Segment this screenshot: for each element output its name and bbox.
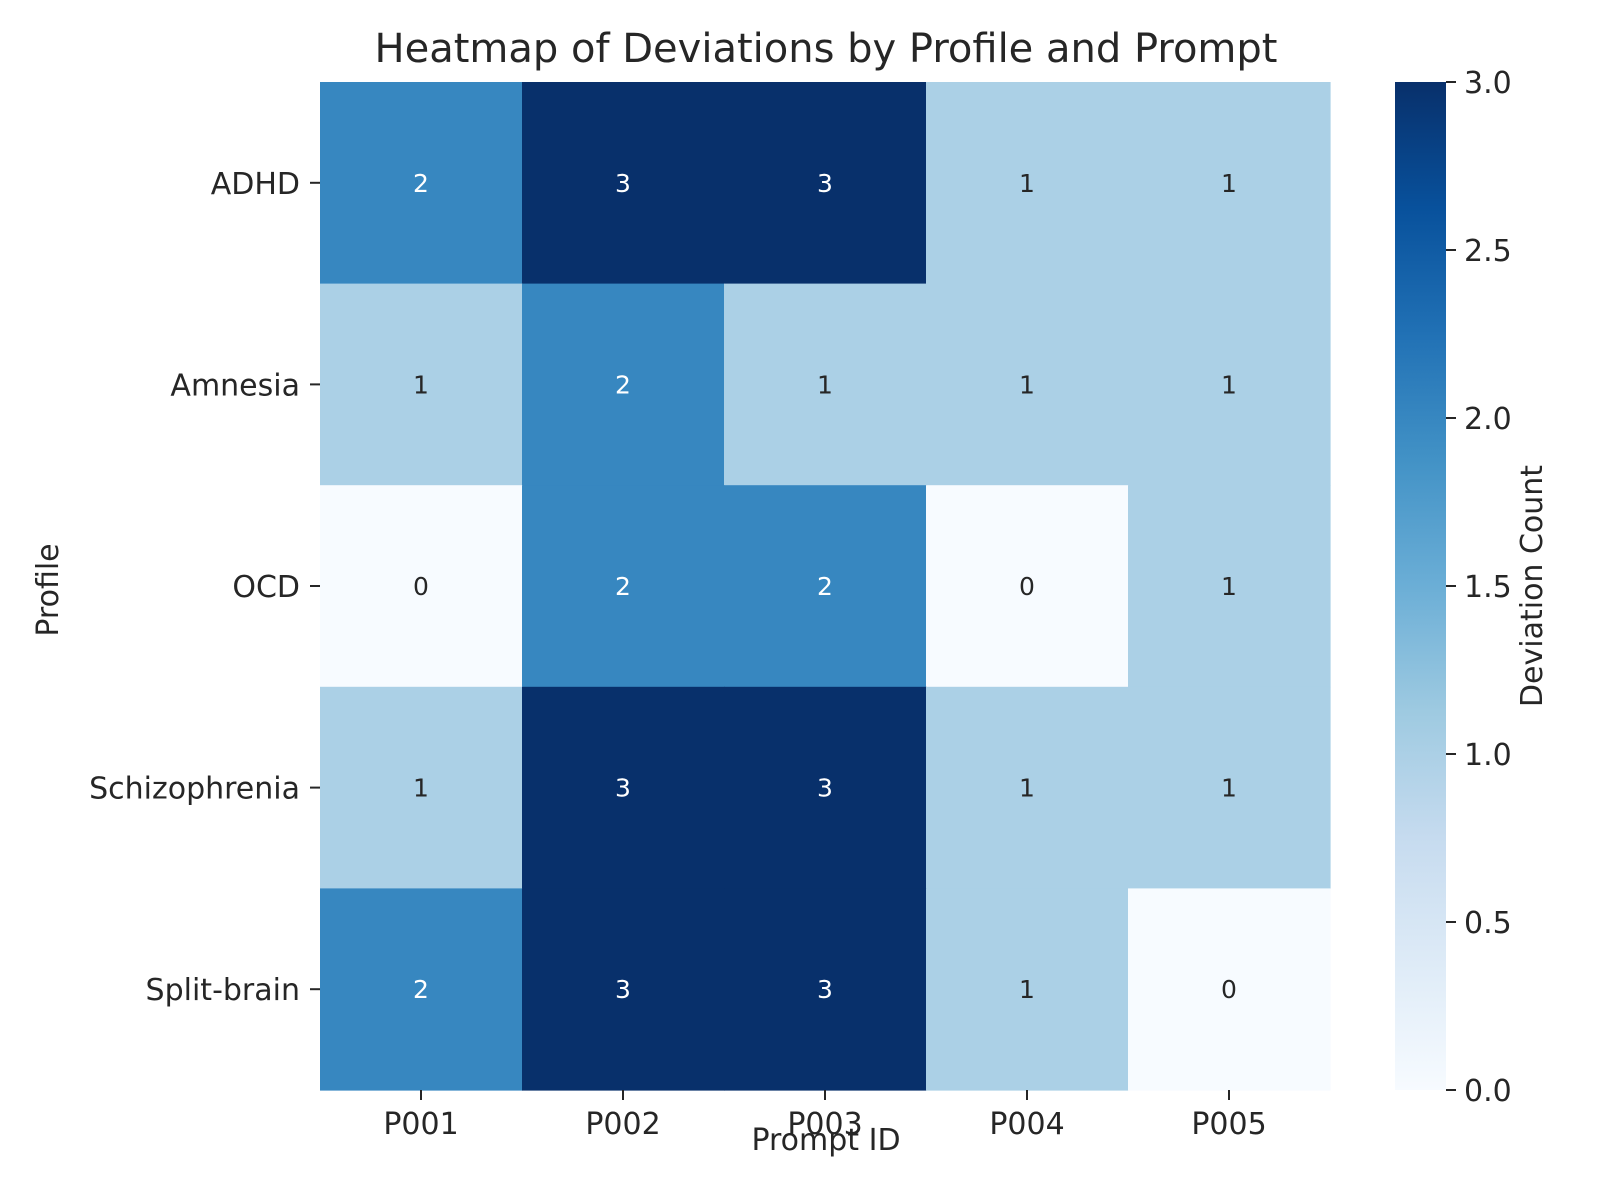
heatmap-cell — [724, 888, 927, 1091]
heatmap-cell — [926, 82, 1129, 285]
chart-title: Heatmap of Deviations by Profile and Pro… — [375, 26, 1278, 72]
heatmap-cell — [522, 283, 725, 486]
colorbar-tick-label: 2.0 — [1464, 402, 1512, 437]
heatmap-cell — [1128, 283, 1331, 486]
colorbar-label: Deviation Count — [1515, 465, 1550, 707]
heatmap-cell — [724, 283, 927, 486]
heatmap-cell — [320, 888, 523, 1091]
x-tick-label: P002 — [585, 1107, 660, 1142]
heatmap-cell — [1128, 686, 1331, 889]
heatmap-cell — [522, 686, 725, 889]
x-axis-label: Prompt ID — [751, 1123, 900, 1158]
heatmap-cell — [522, 82, 725, 285]
heatmap-cell — [1128, 485, 1331, 688]
colorbar-tick-label: 2.5 — [1464, 234, 1512, 269]
heatmap-cell — [320, 686, 523, 889]
cell-value-label: 3 — [817, 975, 833, 1004]
y-tick-label: OCD — [232, 570, 300, 605]
cell-value-label: 0 — [1019, 572, 1035, 601]
colorbar-tick-label: 1.0 — [1464, 738, 1512, 773]
cell-value-label: 1 — [1221, 370, 1237, 399]
cell-value-label: 1 — [817, 370, 833, 399]
cell-value-label: 3 — [615, 169, 631, 198]
heatmap-cell — [926, 485, 1129, 688]
heatmap-cell — [320, 82, 523, 285]
cell-value-label: 1 — [1221, 572, 1237, 601]
cell-value-label: 2 — [817, 572, 833, 601]
heatmap-cell — [1128, 82, 1331, 285]
heatmap-cell — [926, 686, 1129, 889]
cell-value-label: 1 — [1019, 774, 1035, 803]
heatmap-cells: 2 3 3 1 1 1 2 1 1 1 0 2 2 0 1 1 3 3 1 1 2 3 3 1 0 — [320, 82, 1331, 1091]
cell-value-label: 0 — [413, 572, 429, 601]
heatmap-cell — [926, 888, 1129, 1091]
cell-value-label: 0 — [1221, 975, 1237, 1004]
heatmap-cell — [320, 283, 523, 486]
cell-value-label: 1 — [1019, 975, 1035, 1004]
cell-value-label: 1 — [1019, 370, 1035, 399]
x-tick-label: P001 — [383, 1107, 458, 1142]
x-tick-label: P004 — [989, 1107, 1064, 1142]
x-axis: P001 P002 P003 P004 P005 — [383, 1090, 1267, 1142]
cell-value-label: 3 — [615, 774, 631, 803]
cell-value-label: 3 — [817, 169, 833, 198]
cell-value-label: 2 — [413, 169, 429, 198]
heatmap-cell — [320, 485, 523, 688]
y-axis-label: Profile — [31, 543, 66, 636]
heatmap-cell — [522, 485, 725, 688]
colorbar-gradient — [1395, 82, 1446, 1090]
colorbar: 0.0 0.5 1.0 1.5 2.0 2.5 3.0 Deviation Count — [1395, 66, 1550, 1109]
cell-value-label: 1 — [413, 774, 429, 803]
colorbar-tick-label: 0.0 — [1464, 1074, 1512, 1109]
y-tick-label: Schizophrenia — [89, 772, 300, 807]
y-tick-label: ADHD — [211, 167, 300, 202]
cell-value-label: 3 — [615, 975, 631, 1004]
cell-value-label: 1 — [1221, 774, 1237, 803]
x-tick-label: P003 — [787, 1107, 862, 1142]
cell-value-label: 2 — [413, 975, 429, 1004]
cell-value-label: 1 — [1019, 169, 1035, 198]
colorbar-tick-label: 0.5 — [1464, 906, 1512, 941]
y-axis: ADHD Amnesia OCD Schizophrenia Split-brain — [89, 167, 320, 1008]
heatmap-cell — [724, 686, 927, 889]
heatmap-cell — [724, 485, 927, 688]
y-tick-label: Split-brain — [146, 973, 300, 1008]
y-tick-label: Amnesia — [170, 368, 300, 403]
colorbar-tick-label: 1.5 — [1464, 570, 1512, 605]
heatmap-cell — [724, 82, 927, 285]
heatmap-cell — [522, 888, 725, 1091]
x-tick-label: P005 — [1191, 1107, 1266, 1142]
cell-value-label: 2 — [615, 370, 631, 399]
cell-value-label: 2 — [615, 572, 631, 601]
cell-value-label: 1 — [1221, 169, 1237, 198]
cell-value-label: 1 — [413, 370, 429, 399]
heatmap-cell — [1128, 888, 1331, 1091]
cell-value-label: 3 — [817, 774, 833, 803]
colorbar-tick-label: 3.0 — [1464, 66, 1512, 101]
heatmap-cell — [926, 283, 1129, 486]
colorbar-ticks: 0.0 0.5 1.0 1.5 2.0 2.5 3.0 — [1446, 66, 1512, 1109]
